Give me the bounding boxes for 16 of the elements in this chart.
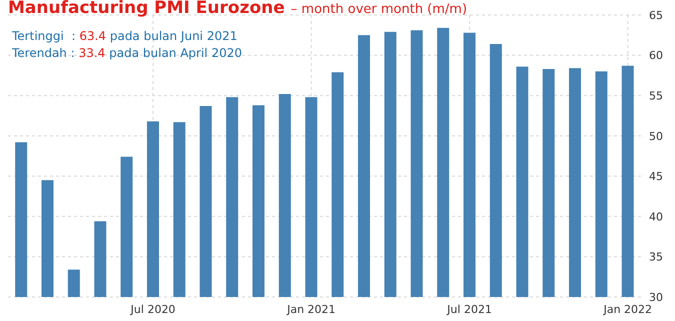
y-tick-label: 65 [649,8,663,22]
annotation: Tertinggi : 63.4 pada bulan Juni 2021 [12,29,238,43]
x-tick-label: Jan 2022 [602,302,652,316]
x-tick-label: Jan 2021 [286,302,336,316]
y-tick-label: 35 [649,250,663,264]
y-tick-label: 55 [649,89,663,102]
y-tick-label: 50 [649,130,663,143]
chart-subtitle: – month over month (m/m) [290,2,468,17]
x-tick-label: Jul 2021 [446,302,492,316]
x-tick-label: Jul 2020 [130,302,176,316]
y-tick-label: 45 [649,170,663,184]
annotation: Terendah : 33.4 pada bulan April 2020 [12,46,242,60]
y-tick-label: 40 [649,210,663,224]
y-tick-label: 30 [649,290,663,304]
chart-title: Manufacturing PMI Eurozone [8,0,285,18]
y-tick-label: 60 [649,49,663,62]
